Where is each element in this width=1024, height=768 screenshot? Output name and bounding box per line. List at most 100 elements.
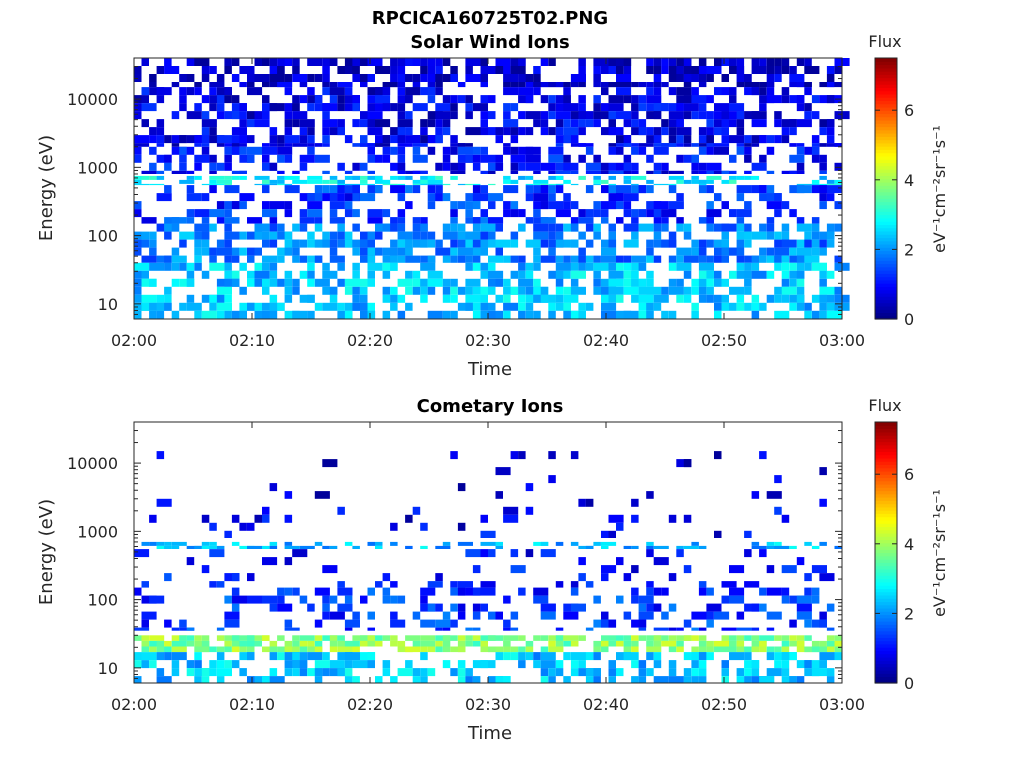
- heatmap-cell: [134, 660, 142, 669]
- heatmap-cell: [247, 119, 255, 128]
- heatmap-cell: [548, 185, 556, 194]
- heatmap-cell: [751, 294, 760, 303]
- heatmap-cell: [834, 635, 842, 641]
- heatmap-cell: [796, 595, 812, 604]
- x-tick-label: 03:00: [819, 695, 865, 714]
- heatmap-cell: [781, 635, 790, 641]
- heatmap-cell: [661, 162, 669, 171]
- heatmap-cell: [570, 217, 579, 224]
- heatmap-cell: [450, 66, 458, 74]
- heatmap-cell: [631, 162, 639, 171]
- heatmap-cell: [819, 270, 827, 279]
- heatmap-cell: [706, 74, 714, 82]
- heatmap-cell: [254, 247, 262, 256]
- heatmap-cell: [518, 635, 526, 641]
- heatmap-cell: [307, 135, 315, 144]
- heatmap-cell: [488, 111, 496, 120]
- heatmap-cell: [450, 294, 458, 303]
- heatmap-cell: [397, 209, 406, 218]
- heatmap-cell: [510, 270, 519, 279]
- heatmap-cell: [231, 247, 240, 256]
- heatmap-cell: [518, 162, 526, 171]
- heatmap-cell: [540, 82, 556, 88]
- heatmap-cell: [292, 668, 300, 677]
- heatmap-cell: [314, 668, 323, 677]
- heatmap-cell: [698, 635, 707, 641]
- heatmap-cell: [623, 154, 632, 163]
- heatmap-cell: [465, 103, 473, 112]
- heatmap-cell: [518, 209, 526, 218]
- heatmap-cell: [179, 135, 187, 144]
- heatmap-cell: [488, 183, 496, 186]
- heatmap-cell: [608, 162, 616, 171]
- heatmap-cell: [149, 82, 157, 88]
- heatmap-cell: [638, 310, 654, 319]
- heatmap-cell: [329, 201, 345, 210]
- heatmap-cell: [563, 302, 571, 311]
- heatmap-cell: [480, 82, 488, 88]
- heatmap-cell: [254, 175, 270, 180]
- heatmap-cell: [510, 549, 519, 558]
- heatmap-cell: [382, 310, 391, 319]
- heatmap-cell: [555, 286, 564, 295]
- heatmap-cell: [510, 201, 519, 210]
- heatmap-cell: [292, 170, 300, 174]
- heatmap-cell: [608, 146, 616, 155]
- heatmap-cell: [269, 74, 285, 82]
- heatmap-cell: [548, 302, 556, 311]
- heatmap-cell: [269, 483, 278, 492]
- heatmap-cell: [593, 58, 609, 66]
- heatmap-cell: [465, 302, 473, 311]
- heatmap-cell: [616, 135, 632, 144]
- heatmap-cell: [525, 652, 534, 661]
- heatmap-cell: [442, 119, 451, 128]
- heatmap-cell: [781, 646, 790, 653]
- heatmap-cell: [360, 179, 368, 184]
- heatmap-cell: [616, 310, 632, 319]
- heatmap-cell: [134, 201, 142, 210]
- heatmap-cell: [623, 611, 632, 620]
- heatmap-cell: [457, 541, 473, 546]
- heatmap-cell: [668, 676, 684, 683]
- heatmap-cell: [284, 185, 300, 194]
- heatmap-cell: [721, 179, 729, 184]
- heatmap-cell: [631, 82, 639, 88]
- heatmap-cell: [480, 209, 488, 218]
- heatmap-cell: [676, 154, 684, 163]
- heatmap-cell: [390, 294, 398, 303]
- heatmap-cell: [141, 170, 157, 174]
- heatmap-cell: [729, 66, 745, 74]
- heatmap-cell: [570, 652, 586, 661]
- heatmap-cell: [284, 627, 300, 631]
- heatmap-cell: [186, 175, 195, 180]
- heatmap-cell: [601, 530, 609, 538]
- heatmap-cell: [262, 95, 270, 104]
- heatmap-cell: [194, 82, 202, 88]
- heatmap-cell: [525, 239, 541, 248]
- heatmap-cell: [134, 587, 142, 596]
- heatmap-cell: [646, 170, 654, 174]
- heatmap-cell: [179, 146, 187, 155]
- heatmap-cell: [593, 111, 609, 120]
- heatmap-cell: [442, 611, 451, 620]
- x-tick-label: 02:50: [701, 331, 747, 350]
- heatmap-cell: [472, 676, 481, 683]
- heatmap-cell: [420, 223, 428, 232]
- heatmap-cell: [186, 209, 195, 218]
- heatmap-cell: [488, 278, 496, 287]
- heatmap-cell: [307, 209, 323, 218]
- heatmap-cell: [141, 302, 157, 311]
- heatmap-cell: [171, 668, 180, 677]
- heatmap-cell: [231, 603, 240, 612]
- heatmap-cell: [570, 587, 579, 596]
- heatmap-cell: [533, 193, 549, 202]
- heatmap-cell: [698, 660, 707, 669]
- heatmap-cell: [563, 201, 571, 210]
- heatmap-cell: [442, 646, 451, 653]
- heatmap-cell: [608, 175, 616, 180]
- heatmap-cell: [209, 183, 225, 186]
- heatmap-cell: [420, 170, 428, 174]
- heatmap-cell: [774, 635, 782, 641]
- heatmap-cell: [540, 652, 556, 661]
- heatmap-cell: [698, 581, 707, 588]
